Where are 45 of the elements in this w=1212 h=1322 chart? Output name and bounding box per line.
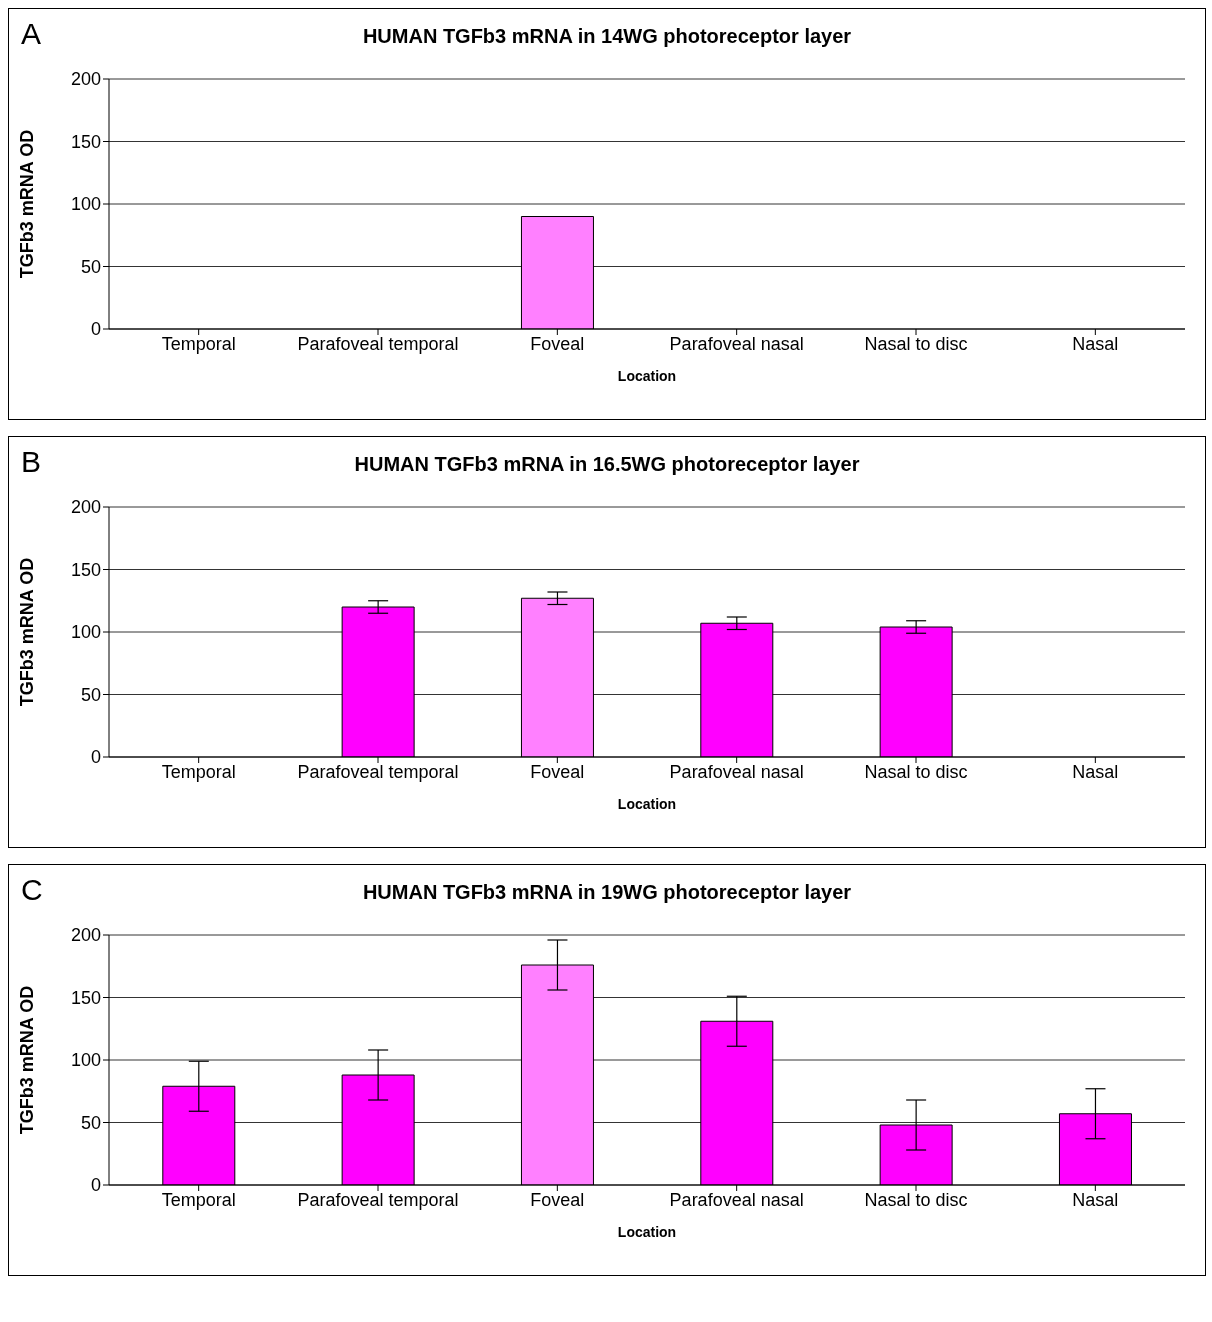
y-axis-title: TGFb3 mRNA OD — [17, 985, 38, 1135]
text: C — [21, 873, 43, 907]
y-tick-label: 50 — [80, 1112, 101, 1133]
y-tick-label: 150 — [70, 131, 101, 152]
x-tick-label: Nasal to disc — [864, 333, 968, 354]
x-tick-label: Temporal — [161, 761, 236, 782]
x-tick-label: Parafoveal temporal — [297, 761, 459, 782]
y-tick-label: 0 — [90, 1175, 101, 1196]
chart-title: HUMAN TGFb3 mRNA in 19WG photoreceptor layer — [362, 881, 852, 903]
chart-title: HUMAN TGFb3 mRNA in 14WG photoreceptor layer — [362, 25, 852, 47]
x-axis-title: Location — [617, 1224, 677, 1240]
x-tick-label: Nasal — [1072, 333, 1119, 354]
x-axis-title: Location — [617, 796, 677, 812]
x-tick-label: Parafoveal nasal — [669, 761, 804, 782]
y-axis-title: TGFb3 mRNA OD — [17, 557, 38, 707]
x-tick-label: Foveal — [530, 333, 585, 354]
y-tick-label: 0 — [90, 319, 101, 340]
x-tick-label: Foveal — [530, 761, 585, 782]
x-tick-label: Parafoveal temporal — [297, 333, 459, 354]
y-tick-label: 150 — [70, 559, 101, 580]
x-tick-label: Parafoveal nasal — [669, 333, 804, 354]
x-tick-label: Nasal to disc — [864, 761, 968, 782]
text: A — [21, 17, 42, 51]
x-tick-label: Parafoveal temporal — [297, 1189, 459, 1210]
y-tick-label: 200 — [70, 925, 101, 946]
x-tick-label: Foveal — [530, 1189, 585, 1210]
y-tick-label: 150 — [70, 987, 101, 1008]
chart-title: HUMAN TGFb3 mRNA in 16.5WG photoreceptor layer — [354, 453, 860, 475]
x-tick-label: Nasal — [1072, 1189, 1119, 1210]
y-tick-label: 50 — [80, 684, 101, 705]
y-tick-label: 100 — [70, 622, 101, 643]
y-tick-label: 200 — [70, 69, 101, 90]
text: B — [21, 445, 42, 479]
x-tick-label: Nasal — [1072, 761, 1119, 782]
y-axis-title: TGFb3 mRNA OD — [17, 129, 38, 279]
y-tick-label: 0 — [90, 747, 101, 768]
x-tick-label: Nasal to disc — [864, 1189, 968, 1210]
x-tick-label: Temporal — [161, 333, 236, 354]
y-tick-label: 200 — [70, 497, 101, 518]
y-tick-label: 100 — [70, 1050, 101, 1071]
y-tick-label: 100 — [70, 194, 101, 215]
y-tick-label: 50 — [80, 256, 101, 277]
x-axis-title: Location — [617, 368, 677, 384]
x-tick-label: Parafoveal nasal — [669, 1189, 804, 1210]
x-tick-label: Temporal — [161, 1189, 236, 1210]
